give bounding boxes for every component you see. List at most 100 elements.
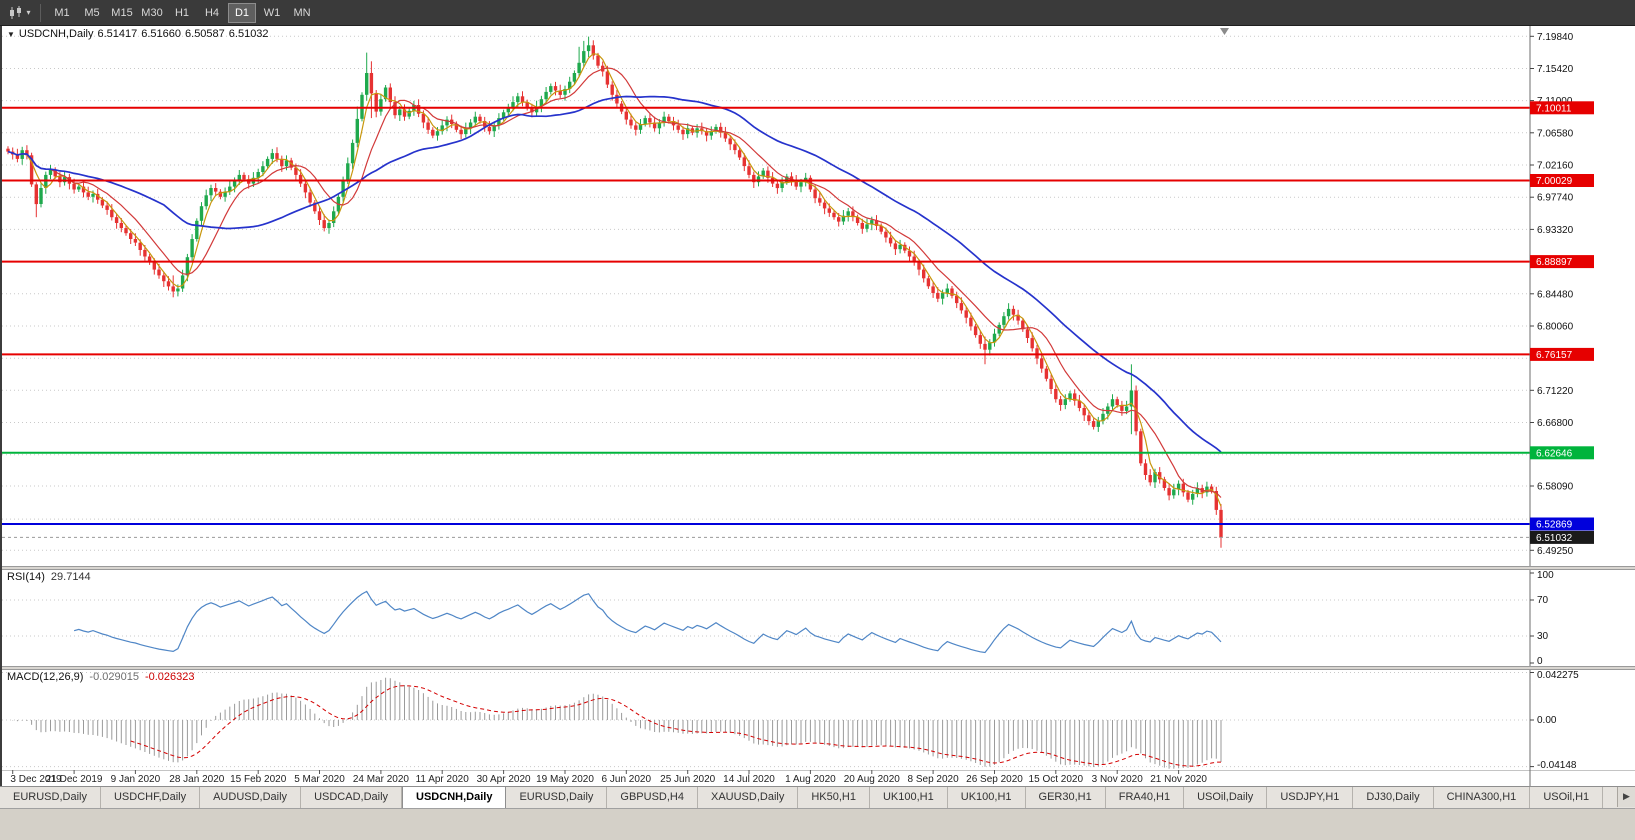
timeframe-button-D1[interactable]: D1	[228, 2, 256, 23]
svg-text:15 Feb 2020: 15 Feb 2020	[230, 774, 287, 785]
chart-region: ▼ USDCNH,Daily 6.51417 6.51660 6.50587 6.5103…	[0, 26, 1635, 786]
time-axis[interactable]: 3 Dec 2019 21 Dec 2019 9 Jan 2020 28 Jan 20…	[2, 770, 1635, 786]
rsi-panel[interactable]: RSI(14) 29.7144 100 70 30 0	[2, 570, 1635, 666]
rsi-name: RSI(14)	[7, 571, 45, 583]
svg-text:28 Jan 2020: 28 Jan 2020	[169, 774, 224, 785]
macd-main-value: -0.029015	[89, 671, 139, 683]
rsi-value: 29.7144	[50, 571, 91, 583]
chart-tab-bar: EURUSD,Daily USDCHF,Daily AUDUSD,Daily USDC…	[0, 786, 1635, 808]
svg-text:20 Aug 2020: 20 Aug 2020	[844, 774, 901, 785]
moving-average-34	[7, 95, 1222, 453]
macd-panel[interactable]: MACD(12,26,9) -0.029015 -0.026323 0.042275…	[2, 670, 1635, 770]
svg-text:70: 70	[1537, 595, 1549, 606]
chart-type-button[interactable]: ▾	[4, 3, 34, 23]
timeframe-button-MN[interactable]: MN	[293, 6, 311, 19]
svg-text:6.66800: 6.66800	[1537, 418, 1574, 429]
chart-tab-CHINA300-H1[interactable]: CHINA300,H1	[1433, 787, 1531, 808]
svg-text:7.00029: 7.00029	[1536, 176, 1573, 187]
timeframe-button-M30[interactable]: M30	[141, 6, 163, 19]
svg-text:30 Apr 2020: 30 Apr 2020	[477, 774, 531, 785]
main-price-panel[interactable]: ▼ USDCNH,Daily 6.51417 6.51660 6.50587 6.5103…	[2, 26, 1635, 566]
candlestick-series	[6, 36, 1223, 548]
timeframe-toolbar: ▾ M1 M5 M15 M30 H1 H4 D1 W1 MN	[0, 0, 1635, 26]
svg-text:3 Nov 2020: 3 Nov 2020	[1092, 774, 1144, 785]
svg-text:30: 30	[1537, 631, 1549, 642]
horizontal-line-objects[interactable]	[2, 106, 1530, 525]
svg-text:19 May 2020: 19 May 2020	[536, 774, 594, 785]
svg-text:-0.04148: -0.04148	[1537, 760, 1577, 770]
svg-text:3 Dec 2019: 3 Dec 2019	[10, 774, 62, 785]
chart-tab-HK50-H1[interactable]: HK50,H1	[798, 787, 870, 808]
price-axis[interactable]: 7.198407.154207.110007.065807.021606.977…	[1530, 32, 1594, 557]
chart-tab-GBPUSD-H4[interactable]: GBPUSD,H4	[607, 787, 698, 808]
timeframe-button-group: M1 M5 M15 M30 H1 H4 D1 W1 MN	[47, 2, 317, 23]
svg-text:6.93320: 6.93320	[1537, 225, 1574, 236]
timeframe-button-M15[interactable]: M15	[111, 6, 133, 19]
svg-text:25 Jun 2020: 25 Jun 2020	[660, 774, 715, 785]
price-gridlines	[2, 35, 1530, 551]
svg-text:26 Sep 2020: 26 Sep 2020	[966, 774, 1023, 785]
chart-tab-XAUUSD-Daily[interactable]: XAUUSD,Daily	[697, 787, 799, 808]
svg-text:8 Sep 2020: 8 Sep 2020	[908, 774, 960, 785]
timeframe-button-M1[interactable]: M1	[54, 6, 70, 19]
svg-text:11 Apr 2020: 11 Apr 2020	[416, 774, 470, 785]
candlestick-chart-icon	[10, 5, 22, 19]
chart-tab-DJ30-Daily[interactable]: DJ30,Daily	[1353, 787, 1434, 808]
collapse-chart-icon[interactable]: ▼	[7, 30, 15, 39]
chart-shift-marker-icon	[1220, 28, 1229, 35]
open-value: 6.51417	[97, 28, 138, 40]
dropdown-arrow-icon: ▾	[26, 8, 31, 17]
svg-text:24 Mar 2020: 24 Mar 2020	[353, 774, 410, 785]
svg-text:6.76157: 6.76157	[1536, 350, 1573, 361]
panel-splitter[interactable]	[2, 566, 1635, 570]
macd-label: MACD(12,26,9) -0.029015 -0.026323	[7, 671, 195, 683]
svg-text:21 Nov 2020: 21 Nov 2020	[1150, 774, 1207, 785]
chart-tab-EURUSD-Daily[interactable]: EURUSD,Daily	[0, 787, 101, 808]
main-chart-canvas[interactable]: 7.198407.154207.110007.065807.021606.977…	[2, 26, 1635, 566]
svg-text:6.49250: 6.49250	[1537, 546, 1574, 557]
svg-text:6.71220: 6.71220	[1537, 386, 1574, 397]
macd-signal-line	[130, 685, 1222, 767]
chart-tab-USDCHF-Daily[interactable]: USDCHF,Daily	[100, 787, 201, 808]
chart-tab-GER30-H1[interactable]: GER30,H1	[1025, 787, 1106, 808]
chart-tab-USDCNH-Daily[interactable]: USDCNH,Daily	[402, 787, 507, 808]
svg-text:21 Dec 2019: 21 Dec 2019	[46, 774, 103, 785]
svg-text:14 Jul 2020: 14 Jul 2020	[723, 774, 775, 785]
chart-tab-USDJPY-H1[interactable]: USDJPY,H1	[1267, 787, 1354, 808]
status-bar	[0, 808, 1635, 840]
chart-tab-AUDUSD-Daily[interactable]: AUDUSD,Daily	[200, 787, 302, 808]
chart-tab-USDCAD-Daily[interactable]: USDCAD,Daily	[301, 787, 403, 808]
svg-text:7.10011: 7.10011	[1536, 103, 1572, 114]
rsi-canvas[interactable]: 100 70 30 0	[2, 570, 1635, 666]
svg-text:0: 0	[1537, 656, 1543, 666]
svg-text:7.02160: 7.02160	[1537, 161, 1574, 172]
chart-tab-USOil-Daily[interactable]: USOil,Daily	[1184, 787, 1268, 808]
tab-scroll-right-button[interactable]: ▶	[1617, 787, 1635, 807]
svg-text:7.19840: 7.19840	[1537, 32, 1574, 43]
svg-text:6.62646: 6.62646	[1536, 448, 1573, 459]
chart-tab-USOil-H1[interactable]: USOil,H1	[1530, 787, 1604, 808]
close-value: 6.51032	[228, 28, 269, 40]
macd-canvas[interactable]: 0.042275 0.00 -0.04148	[2, 670, 1635, 770]
svg-text:7.15420: 7.15420	[1537, 64, 1574, 75]
svg-text:6.58090: 6.58090	[1537, 482, 1574, 493]
chart-tab-EURUSD-Daily[interactable]: EURUSD,Daily	[506, 787, 608, 808]
svg-text:1 Aug 2020: 1 Aug 2020	[785, 774, 836, 785]
macd-signal-value: -0.026323	[144, 671, 195, 683]
symbol-period-label: USDCNH,Daily	[18, 28, 94, 40]
chart-tab-UK100-H1[interactable]: UK100,H1	[947, 787, 1026, 808]
ohlc-readout: ▼ USDCNH,Daily 6.51417 6.51660 6.50587 6.5103…	[7, 28, 273, 40]
panel-splitter[interactable]	[2, 666, 1635, 670]
macd-histogram	[12, 677, 1222, 769]
timeframe-button-H1[interactable]: H1	[174, 6, 190, 19]
svg-text:6.80060: 6.80060	[1537, 322, 1574, 333]
timeframe-button-H4[interactable]: H4	[204, 6, 220, 19]
chart-tab-FRA40-H1[interactable]: FRA40,H1	[1105, 787, 1185, 808]
timeframe-button-M5[interactable]: M5	[84, 6, 100, 19]
timeframe-button-W1[interactable]: W1	[263, 6, 281, 19]
moving-average-4	[7, 53, 1222, 507]
toolbar-separator	[40, 3, 41, 22]
chart-tab-UK100-H1[interactable]: UK100,H1	[869, 787, 948, 808]
